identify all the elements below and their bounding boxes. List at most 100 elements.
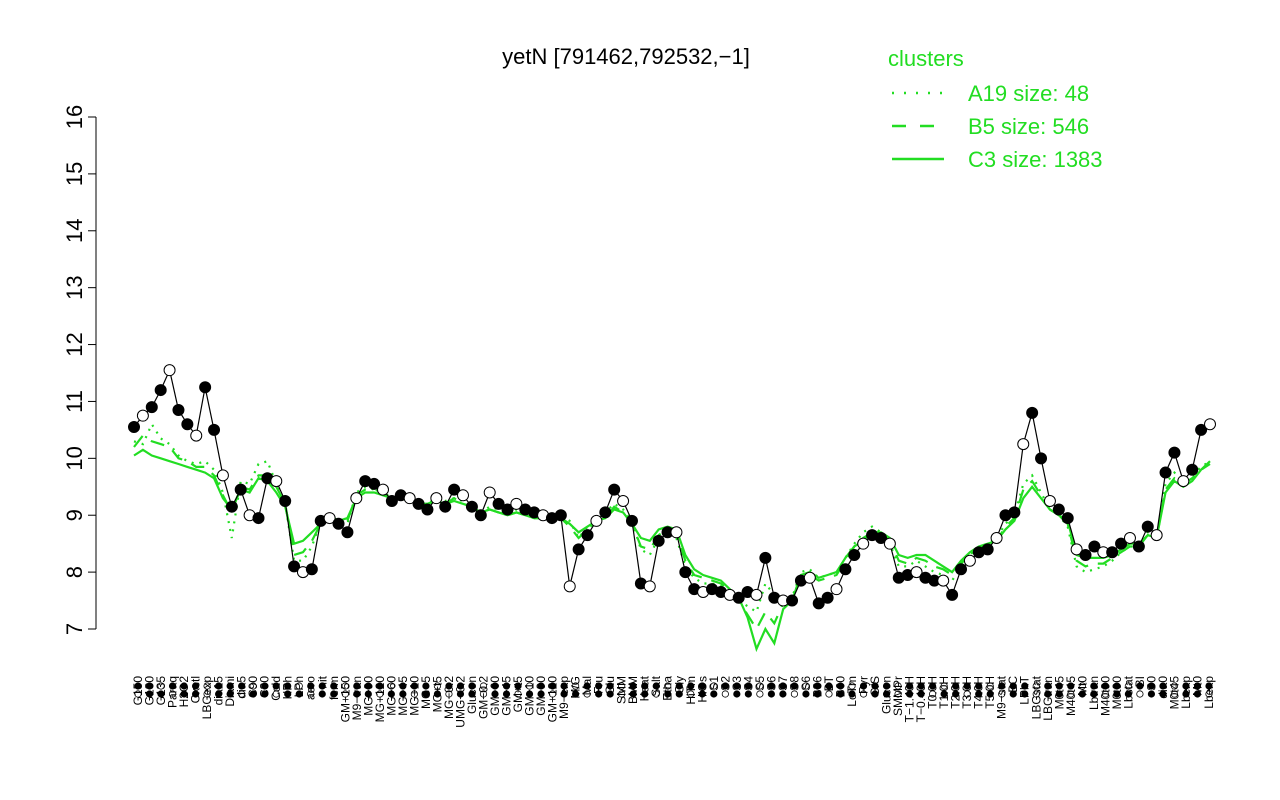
- data-point: [803, 571, 816, 584]
- condition-marker: [1124, 690, 1132, 698]
- condition-marker: [848, 682, 856, 690]
- data-point: [163, 364, 176, 377]
- x-tick-label: G180: [143, 676, 157, 706]
- x-tick-label: M0t45: [1052, 676, 1066, 710]
- data-point: [1070, 543, 1083, 556]
- x-tick-label: UMG−0.2: [454, 676, 468, 728]
- condition-marker: [905, 682, 914, 690]
- data-point: [1123, 531, 1136, 544]
- condition-marker: [1205, 682, 1213, 690]
- condition-marker: [353, 690, 361, 698]
- condition-marker: [191, 690, 200, 698]
- x-tick-label: dia0: [1156, 676, 1170, 699]
- condition-marker: [261, 682, 269, 690]
- x-tick-label: GM+45: [500, 676, 514, 716]
- x-tick-label: LBGstat: [1029, 675, 1043, 719]
- cluster-line-solid: [133, 448, 1211, 653]
- data-point: [1177, 475, 1190, 488]
- x-tick-label: M/G: [569, 676, 583, 699]
- legend: clusters A19 size: 48 B5 size: 546 C3 size…: [888, 46, 1103, 172]
- condition-marker: [1032, 682, 1040, 690]
- condition-marker: [1147, 682, 1156, 690]
- condition-marker: [986, 682, 994, 690]
- x-tick-label: LBGtran: [1041, 676, 1055, 721]
- condition-marker: [1078, 690, 1086, 698]
- data-point: [368, 477, 381, 490]
- x-tick-label: T0.0H: [926, 676, 940, 709]
- condition-marker: [859, 682, 868, 690]
- data-point: [181, 418, 194, 431]
- condition-marker: [157, 690, 165, 698]
- x-tick-label: H2O2: [177, 676, 191, 708]
- condition-marker: [652, 690, 660, 698]
- condition-marker: [399, 682, 407, 690]
- condition-marker: [1021, 690, 1029, 698]
- x-tick-label: MG+5: [419, 676, 433, 709]
- data-point: [963, 554, 976, 567]
- x-tick-label: LBGexp: [200, 676, 214, 720]
- x-tick-label: T1.0H: [937, 676, 951, 709]
- x-tick-label: S6: [799, 676, 813, 691]
- condition-marker: [929, 682, 937, 690]
- condition-marker: [341, 682, 349, 690]
- condition-marker: [802, 690, 810, 698]
- x-tick-label: Pyr: [857, 676, 871, 694]
- data-point: [1159, 466, 1172, 479]
- condition-marker: [353, 682, 361, 690]
- condition-marker: [779, 690, 787, 698]
- data-point: [946, 588, 959, 601]
- condition-marker: [1170, 690, 1179, 698]
- condition-marker: [272, 690, 280, 698]
- x-tick-label: GM−0.2: [477, 676, 491, 719]
- condition-marker: [168, 682, 177, 690]
- data-point: [492, 497, 505, 510]
- condition-marker: [583, 682, 591, 690]
- data-point: [501, 503, 514, 516]
- condition-marker: [618, 690, 626, 698]
- condition-marker: [514, 690, 522, 698]
- condition-marker: [848, 690, 856, 698]
- condition-marker: [1021, 682, 1029, 690]
- x-tick-label: Glucon: [465, 676, 479, 714]
- condition-marker: [572, 690, 580, 698]
- condition-marker: [203, 682, 211, 690]
- condition-marker: [330, 682, 338, 690]
- condition-marker: [1182, 682, 1190, 690]
- condition-marker: [215, 682, 223, 690]
- x-tick-label: M9−exp: [557, 676, 571, 719]
- data-point: [474, 509, 487, 522]
- condition-marker: [560, 682, 568, 690]
- condition-marker: [698, 690, 706, 698]
- data-point: [990, 531, 1003, 544]
- condition-marker: [894, 682, 902, 690]
- condition-marker: [710, 690, 718, 698]
- x-tick-label: nit: [315, 675, 329, 688]
- condition-marker: [502, 690, 511, 698]
- condition-marker: [836, 690, 845, 698]
- condition-marker: [767, 690, 775, 698]
- data-point: [305, 563, 318, 576]
- data-point: [465, 500, 478, 513]
- condition-marker: [364, 682, 372, 690]
- data-point: [1186, 463, 1199, 476]
- x-tick-label: GM+10: [523, 676, 537, 716]
- condition-marker: [859, 690, 868, 698]
- data-point: [874, 531, 887, 544]
- condition-marker: [1193, 690, 1202, 698]
- condition-marker: [606, 682, 614, 690]
- condition-marker: [1159, 690, 1167, 698]
- condition-marker: [1101, 690, 1109, 698]
- x-tick-label: S5: [753, 676, 767, 691]
- x-tick-label: LPhT: [1018, 675, 1032, 704]
- condition-marker: [1159, 682, 1167, 690]
- data-point: [1052, 503, 1065, 516]
- condition-marker: [1147, 690, 1156, 698]
- x-tick-label: ferm: [327, 676, 341, 700]
- condition-marker: [387, 690, 395, 698]
- x-tick-label: S7: [776, 676, 790, 691]
- data-point: [812, 597, 825, 610]
- y-tick-label: 9: [62, 509, 87, 521]
- data-point: [848, 549, 861, 562]
- x-tick-label: BMM: [626, 676, 640, 704]
- x-tick-label: C30: [258, 676, 272, 698]
